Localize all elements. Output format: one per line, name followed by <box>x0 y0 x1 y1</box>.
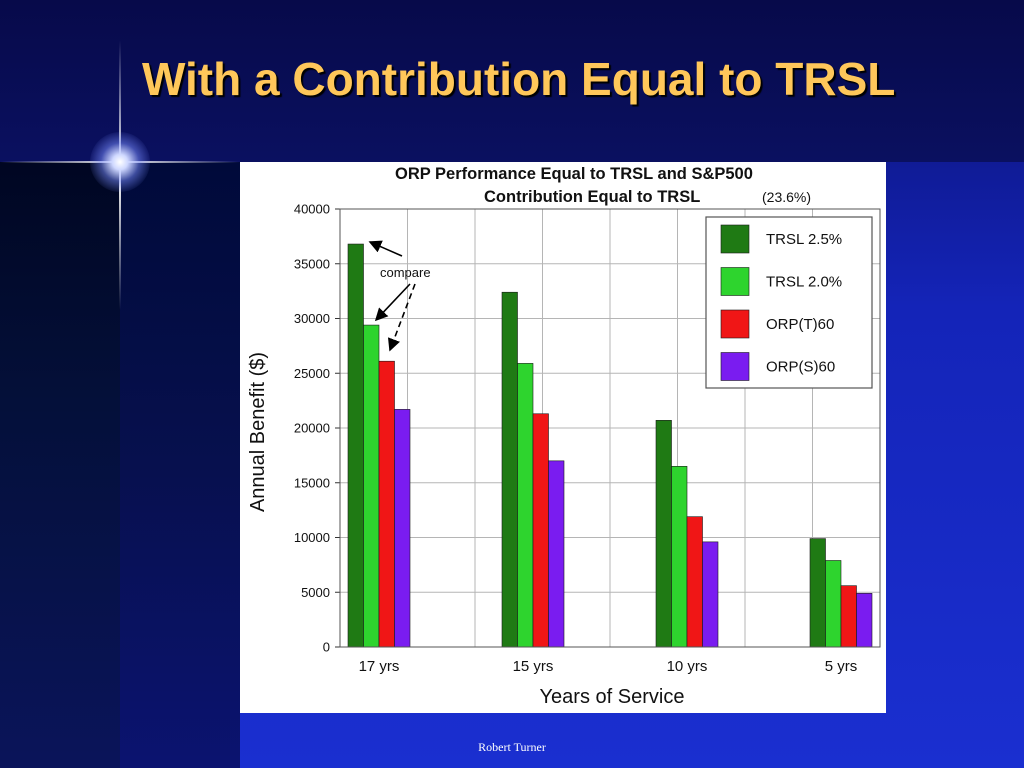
legend-label: ORP(T)60 <box>766 316 834 333</box>
legend-swatch <box>720 267 750 296</box>
bar <box>394 409 411 648</box>
y-tick-label: 10000 <box>294 530 330 545</box>
y-tick-label: 40000 <box>294 202 330 217</box>
y-axis-label: Annual Benefit ($) <box>247 352 269 512</box>
bar <box>548 460 565 648</box>
bar <box>671 466 688 648</box>
x-tick-label: 17 yrs <box>359 658 400 675</box>
bar <box>686 516 703 648</box>
bar <box>809 538 826 648</box>
bar <box>825 560 842 648</box>
y-tick-label: 5000 <box>301 585 330 600</box>
slide-title: With a Contribution Equal to TRSL <box>142 53 896 105</box>
x-axis-label: Years of Service <box>540 686 685 708</box>
bar <box>856 593 873 648</box>
x-tick-label: 5 yrs <box>825 658 858 675</box>
y-tick-label: 0 <box>323 640 330 655</box>
bar <box>702 541 719 648</box>
bar <box>517 363 534 648</box>
bar <box>532 413 549 648</box>
bar <box>655 420 672 648</box>
chart-title-note: (23.6%) <box>762 189 811 205</box>
footer-author: Robert Turner <box>478 740 546 754</box>
y-tick-label: 20000 <box>294 421 330 436</box>
compare-arrow-3 <box>387 283 416 352</box>
bar <box>840 585 857 648</box>
legend-swatch <box>720 309 750 339</box>
y-tick-label: 25000 <box>294 366 330 381</box>
y-tick-label: 15000 <box>294 475 330 490</box>
title-band <box>0 0 1024 162</box>
legend-label: ORP(S)60 <box>766 359 835 376</box>
bar-chart: 0 5000 10000 15000 20000 25000 30000 35000 40000… <box>247 165 881 708</box>
compare-arrow-1 <box>368 240 403 257</box>
bars <box>347 243 873 648</box>
compare-arrow-2 <box>374 283 411 322</box>
annotation-compare: compare <box>380 265 431 280</box>
chart-container: 0 5000 10000 15000 20000 25000 30000 35000 40000… <box>240 162 886 713</box>
left-strip <box>0 162 120 768</box>
chart-title-line2: Contribution Equal to TRSL <box>484 188 700 206</box>
lens-flare-icon <box>90 132 150 192</box>
y-tick-label: 35000 <box>294 256 330 271</box>
x-tick-label: 10 yrs <box>667 658 708 675</box>
axes: 0 5000 10000 15000 20000 25000 30000 35000 40000… <box>294 202 881 675</box>
bar <box>378 360 395 648</box>
legend-swatch <box>720 352 750 381</box>
legend-label: TRSL 2.5% <box>766 231 842 248</box>
y-tick-label: 30000 <box>294 311 330 326</box>
legend: TRSL 2.5% TRSL 2.0% ORP(T)60 ORP(S)60 <box>705 216 873 389</box>
plot-frame <box>339 208 881 648</box>
bar <box>347 243 364 648</box>
legend-swatch <box>720 224 750 254</box>
bar <box>363 324 380 648</box>
x-tick-label: 15 yrs <box>513 658 554 675</box>
chart-title-line1: ORP Performance Equal to TRSL and S&P500 <box>395 165 753 183</box>
legend-label: TRSL 2.0% <box>766 274 842 291</box>
bar <box>501 291 518 648</box>
